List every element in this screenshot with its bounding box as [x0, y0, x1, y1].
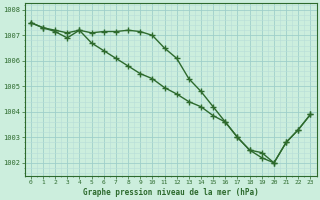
- X-axis label: Graphe pression niveau de la mer (hPa): Graphe pression niveau de la mer (hPa): [83, 188, 259, 197]
